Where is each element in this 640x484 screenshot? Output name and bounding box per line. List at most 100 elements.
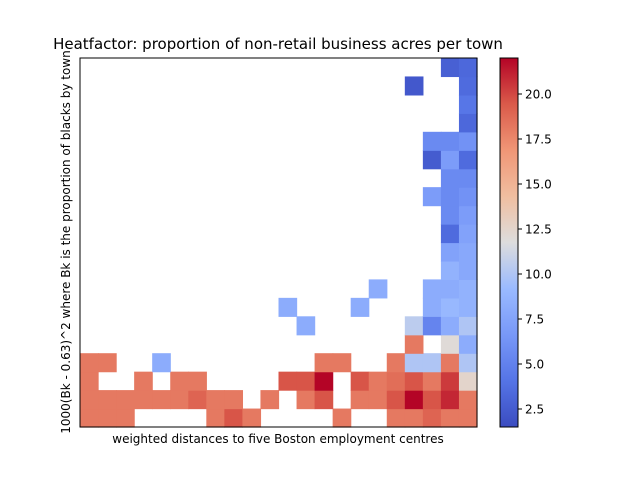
heatmap-cell <box>404 316 424 336</box>
heatmap-cell <box>386 353 406 373</box>
heatmap-cell <box>440 316 460 336</box>
heatmap-cell <box>458 224 478 244</box>
heatmap-cell <box>134 390 153 410</box>
heatmap-cell <box>170 371 189 391</box>
heatmap-cell <box>458 353 478 373</box>
colorbar-ticks: 2.5 5.0 7.5 10.0 12.5 15.0 17.5 20.0 <box>518 88 552 417</box>
heatmap-cell <box>296 390 316 410</box>
heatmap-cell <box>278 297 298 317</box>
heatmap-cell <box>206 390 225 410</box>
colorbar-tick-label: 17.5 <box>525 133 552 147</box>
heatmap-cell <box>242 408 262 428</box>
heatmap-cell <box>440 334 460 354</box>
colorbar-tick-label: 10.0 <box>525 268 552 282</box>
heatmap-cell <box>404 390 424 410</box>
colorbar-tick-label: 20.0 <box>525 88 552 102</box>
heatmap-cell <box>224 408 244 428</box>
heatmap-cell <box>188 371 207 391</box>
heatmap-cell <box>440 260 460 280</box>
heatmap-cell <box>458 297 478 317</box>
heatmap-cell <box>440 205 460 225</box>
heatmap-cell <box>458 187 478 207</box>
heatmap-cell <box>458 205 478 225</box>
heatmap-cell <box>422 316 442 336</box>
colorbar-bar <box>500 58 518 427</box>
heatmap-cell <box>386 371 406 391</box>
heatmap-cell <box>80 408 99 428</box>
heatmap-cell <box>116 390 135 410</box>
heatmap-cell <box>458 408 478 428</box>
heatmap-cell <box>98 353 117 373</box>
heatmap-cell <box>458 113 478 133</box>
heatmap-cells <box>80 58 478 428</box>
heatmap-cell <box>440 408 460 428</box>
heatmap-cell <box>368 371 388 391</box>
heatmap-cell <box>206 408 225 428</box>
heatmap-cell <box>422 408 442 428</box>
heatmap-cell <box>458 260 478 280</box>
colorbar-tick-label: 12.5 <box>525 223 552 237</box>
heatmap-cell <box>350 297 370 317</box>
heatmap-cell <box>98 390 117 410</box>
heatmap-cell <box>152 390 171 410</box>
heatmap-cell <box>422 371 442 391</box>
heatmap-cell <box>188 390 207 410</box>
heatmap-cell <box>440 224 460 244</box>
heatmap-cell <box>458 316 478 336</box>
heatmap-cell <box>440 371 460 391</box>
heatmap-cell <box>386 408 406 428</box>
heatmap-cell <box>134 371 153 391</box>
colorbar-tick-label: 2.5 <box>525 403 544 417</box>
heatmap-cell <box>458 242 478 262</box>
heatmap-cell <box>314 371 334 391</box>
heatmap-cell <box>350 371 370 391</box>
heatmap-cell <box>296 316 316 336</box>
heatmap-cell <box>458 371 478 391</box>
heatmap-cell <box>152 353 171 373</box>
heatmap-cell <box>440 242 460 262</box>
heatmap-cell <box>80 390 99 410</box>
x-axis-label: weighted distances to five Boston employ… <box>112 432 443 446</box>
heatmap-cell <box>440 279 460 299</box>
heatmap-cell <box>440 187 460 207</box>
heatmap-cell <box>368 279 388 299</box>
heatmap-cell <box>458 76 478 96</box>
heatmap-cell <box>422 353 442 373</box>
heatmap-cell <box>98 408 117 428</box>
heatmap-cell <box>458 279 478 299</box>
heatmap-cell <box>440 353 460 373</box>
heatmap-cell <box>386 390 406 410</box>
heatmap-cell <box>422 390 442 410</box>
heatmap-cell <box>80 371 99 391</box>
heatmap-cell <box>458 58 478 78</box>
heatmap-cell <box>80 353 99 373</box>
heatmap-cell <box>404 371 424 391</box>
heatmap-cell <box>458 168 478 188</box>
heatmap-cell <box>332 353 352 373</box>
colorbar-tick-label: 5.0 <box>525 358 544 372</box>
colorbar-tick-label: 7.5 <box>525 313 544 327</box>
colorbar-frame <box>499 57 519 428</box>
heatmap-cell <box>224 390 244 410</box>
heatmap-cell <box>458 131 478 151</box>
colorbar-tick-label: 15.0 <box>525 178 552 192</box>
heatmap-cell <box>404 76 424 96</box>
heatmap-cell <box>404 408 424 428</box>
heatmap-cell <box>458 334 478 354</box>
heatmap-cell <box>440 297 460 317</box>
heatmap-cell <box>440 390 460 410</box>
heatmap-cell <box>422 297 442 317</box>
heatmap-cell <box>404 334 424 354</box>
heatmap-cell <box>458 390 478 410</box>
y-axis-label: 1000(Bk - 0.63)^2 where Bk is the propor… <box>59 50 73 433</box>
heatmap-cell <box>278 371 298 391</box>
heatmap-cell <box>440 58 460 78</box>
heatmap-cell <box>260 390 280 410</box>
chart-title: Heatfactor: proportion of non-retail bus… <box>53 35 503 53</box>
heatmap-cell <box>404 353 424 373</box>
heatmap-cell <box>458 94 478 114</box>
heatmap-cell <box>350 390 370 410</box>
heatmap-cell <box>458 150 478 170</box>
